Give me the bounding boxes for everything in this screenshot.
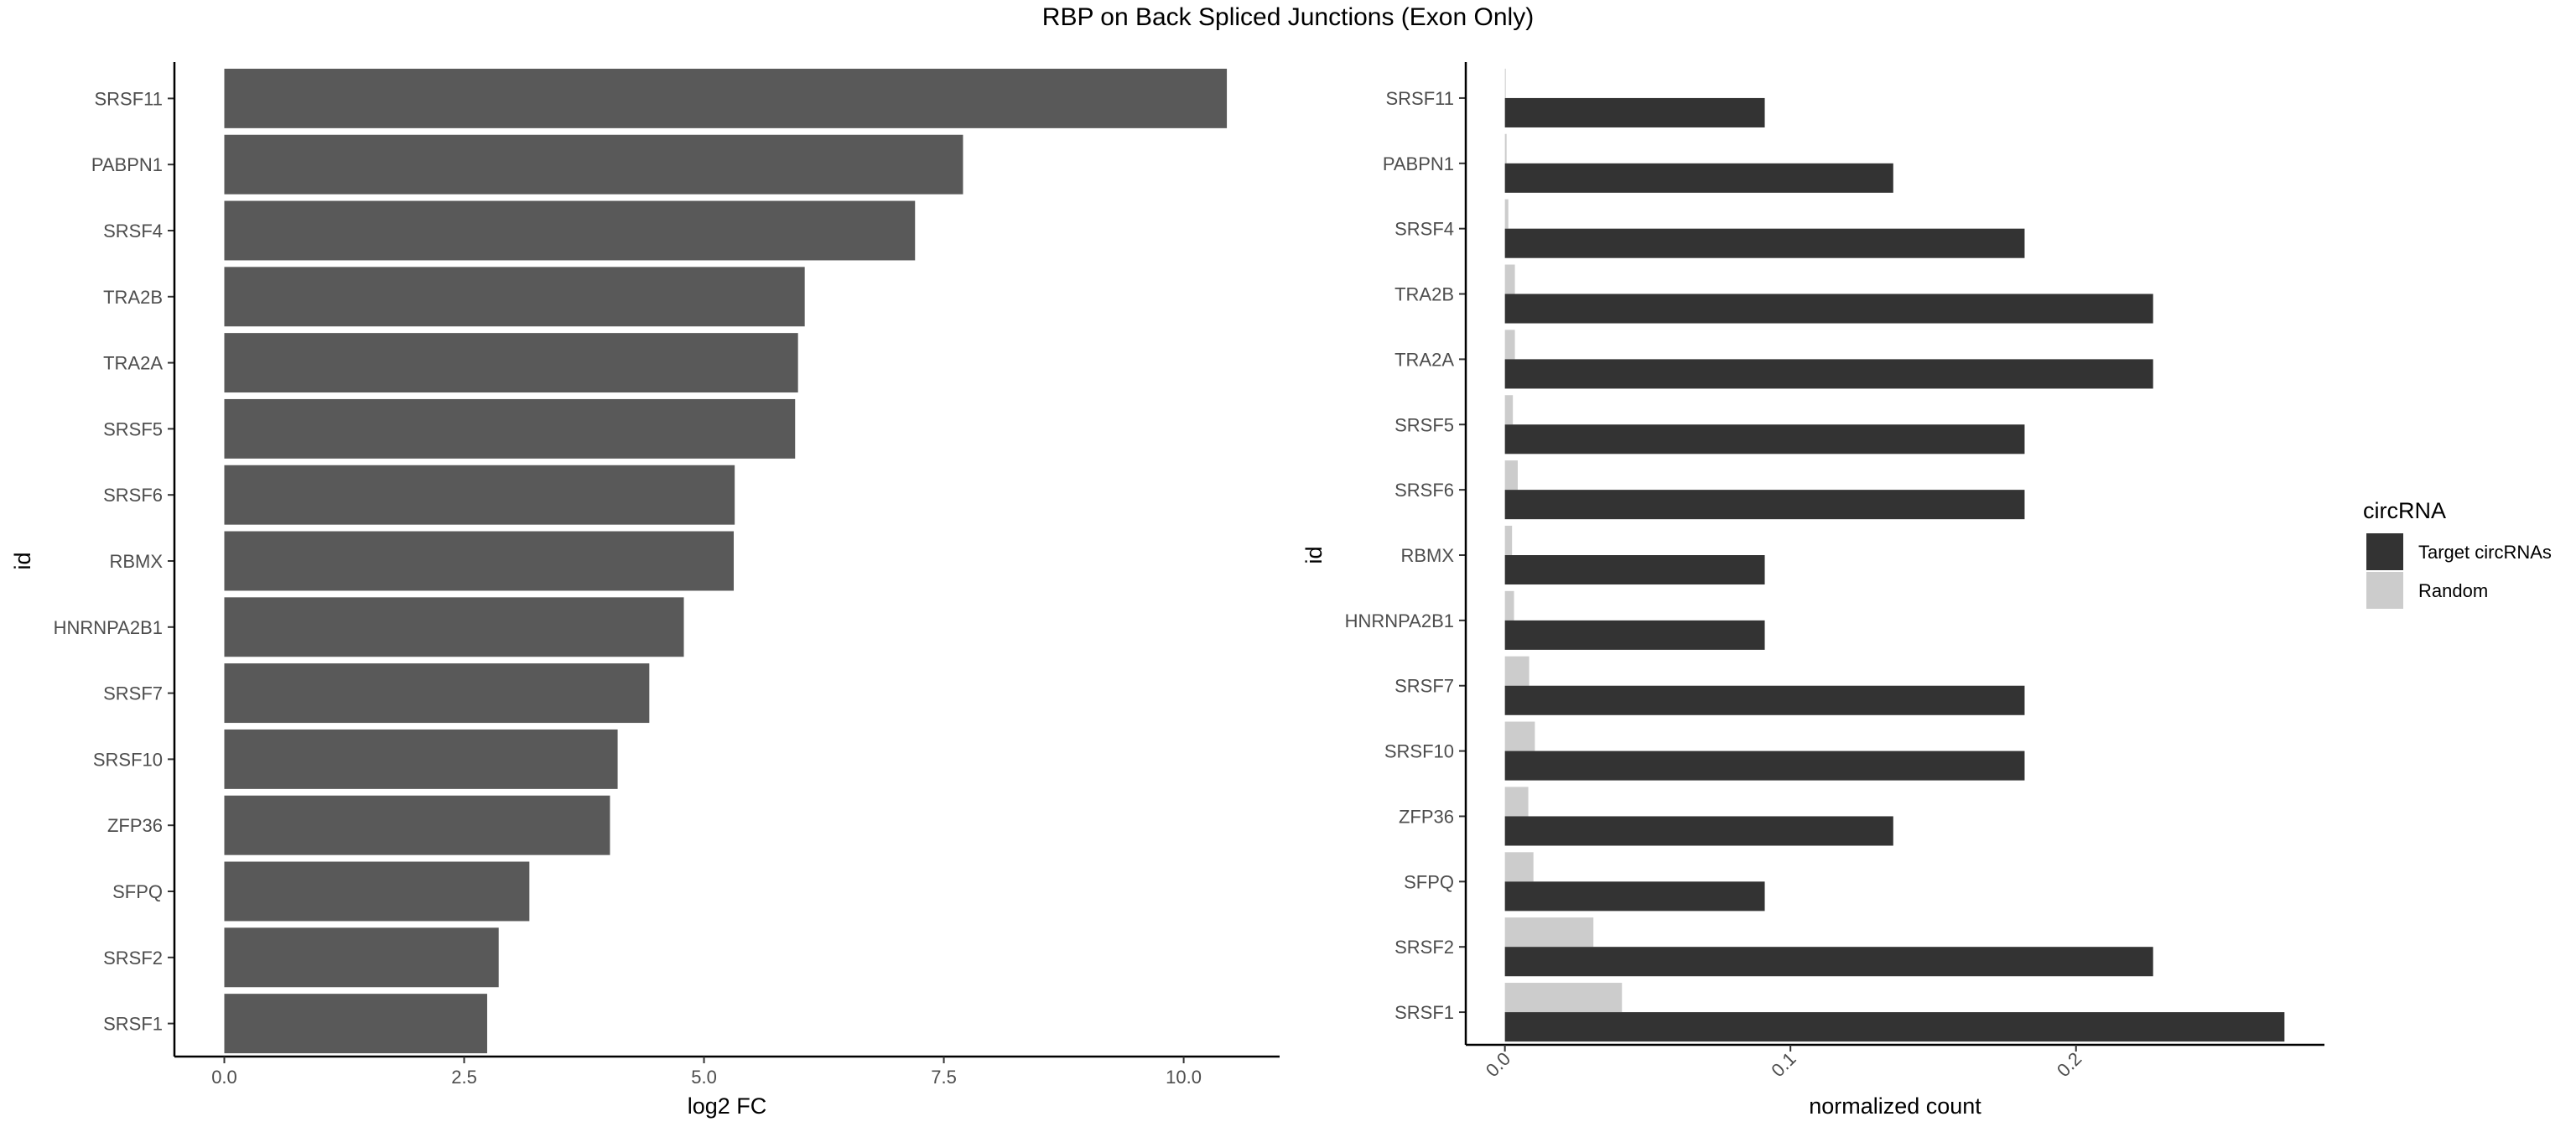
y-tick-label: PABPN1 xyxy=(91,154,163,175)
right-panel-normalized-count: SRSF11 PABPN1 SRSF4 TRA2B TRA2A SRSF5 SRSF6 RBM… xyxy=(1301,62,2324,1119)
bar-log2fc-srsf1 xyxy=(224,994,487,1054)
bar-log2fc-zfp36 xyxy=(224,795,610,855)
y-tick-label: SRSF4 xyxy=(1394,219,1454,240)
y-tick-label: HNRNPA2B1 xyxy=(54,617,163,638)
bar-random-zfp36 xyxy=(1504,787,1529,817)
y-tick-label: RBMX xyxy=(1400,545,1454,566)
y-tick-label: SRSF6 xyxy=(103,485,163,506)
y-tick-label: SRSF2 xyxy=(1394,937,1454,958)
x-tick-label: 0.0 xyxy=(1482,1048,1514,1081)
bar-target-rbmx xyxy=(1504,555,1765,585)
bar-target-zfp36 xyxy=(1504,816,1893,846)
bar-target-hnrnpa2b1 xyxy=(1504,620,1765,650)
y-tick-label: SRSF2 xyxy=(103,948,163,969)
y-tick-label: SRSF6 xyxy=(1394,480,1454,501)
bar-target-srsf11 xyxy=(1504,97,1765,127)
x-axis-title: log2 FC xyxy=(688,1093,767,1119)
bar-random-tra2a xyxy=(1504,330,1515,360)
bar-target-pabpn1 xyxy=(1504,163,1893,193)
bar-random-srsf4 xyxy=(1504,199,1509,229)
bar-target-sfpq xyxy=(1504,881,1765,911)
y-tick-label: ZFP36 xyxy=(107,815,163,836)
bar-log2fc-sfpq xyxy=(224,861,530,922)
bar-log2fc-srsf7 xyxy=(224,663,650,724)
x-tick-label: 7.5 xyxy=(931,1067,957,1088)
bar-log2fc-srsf10 xyxy=(224,729,618,789)
bar-target-srsf5 xyxy=(1504,424,2025,454)
bar-log2fc-pabpn1 xyxy=(224,134,963,195)
bar-random-srsf6 xyxy=(1504,460,1518,491)
y-tick-label: PABPN1 xyxy=(1383,153,1454,174)
y-tick-label: SRSF10 xyxy=(93,749,163,770)
y-tick-label: SRSF1 xyxy=(1394,1002,1454,1023)
x-tick-label: 0.1 xyxy=(1767,1048,1800,1081)
bar-target-srsf10 xyxy=(1504,750,2025,781)
y-tick-label: SRSF7 xyxy=(103,683,163,704)
bar-target-srsf2 xyxy=(1504,947,2153,977)
bar-target-srsf6 xyxy=(1504,490,2025,520)
x-tick-label: 0.2 xyxy=(2053,1048,2085,1081)
y-tick-label: RBMX xyxy=(109,551,163,572)
y-tick-label: SRSF11 xyxy=(1385,88,1454,109)
y-axis-title: id xyxy=(1301,546,1327,564)
page-title: RBP on Back Spliced Junctions (Exon Only… xyxy=(1041,3,1535,31)
y-axis-title: id xyxy=(10,552,35,569)
legend-swatch-target-circrnas xyxy=(2366,533,2403,570)
y-tick-label: SRSF10 xyxy=(1384,741,1454,762)
x-tick-label: 10.0 xyxy=(1166,1067,1202,1088)
bar-random-srsf5 xyxy=(1504,395,1514,425)
x-tick-label: 0.0 xyxy=(211,1067,237,1088)
bar-random-srsf10 xyxy=(1504,721,1535,751)
y-tick-label: SRSF5 xyxy=(1394,414,1454,435)
bar-log2fc-srsf6 xyxy=(224,465,735,525)
bar-random-tra2b xyxy=(1504,264,1515,294)
bar-random-srsf7 xyxy=(1504,656,1530,686)
bar-random-srsf11 xyxy=(1504,68,1506,98)
legend-label-target-circrnas: Target circRNAs xyxy=(2418,542,2552,563)
legend-label-random: Random xyxy=(2418,580,2488,601)
y-tick-label: TRA2A xyxy=(103,353,163,374)
bar-log2fc-tra2b xyxy=(224,267,805,327)
x-axis-title: normalized count xyxy=(1809,1093,1981,1119)
left-panel-log2fc: SRSF11 PABPN1 SRSF4 TRA2B TRA2A SRSF5 SRSF6 RBM… xyxy=(10,62,1280,1119)
y-tick-label: TRA2B xyxy=(103,287,163,308)
bar-random-rbmx xyxy=(1504,525,1513,555)
bar-random-pabpn1 xyxy=(1504,133,1507,164)
bar-log2fc-hnrnpa2b1 xyxy=(224,597,684,657)
y-tick-label: SRSF11 xyxy=(94,88,163,109)
legend-swatch-random xyxy=(2366,572,2403,609)
y-tick-label: SRSF1 xyxy=(103,1014,163,1035)
bar-random-sfpq xyxy=(1504,852,1534,882)
bar-log2fc-tra2a xyxy=(224,333,798,393)
y-tick-label: HNRNPA2B1 xyxy=(1345,610,1454,631)
y-tick-label: SRSF7 xyxy=(1394,676,1454,697)
bar-target-srsf7 xyxy=(1504,685,2025,715)
y-tick-label: SRSF5 xyxy=(103,418,163,439)
legend: circRNA Target circRNAs Random xyxy=(2363,498,2552,609)
bar-target-tra2b xyxy=(1504,293,2153,324)
y-tick-label: TRA2A xyxy=(1394,349,1454,370)
bar-target-srsf1 xyxy=(1504,1012,2285,1042)
bar-log2fc-srsf4 xyxy=(224,200,916,261)
bar-target-tra2a xyxy=(1504,359,2153,389)
bar-log2fc-srsf2 xyxy=(224,927,499,988)
bar-target-srsf4 xyxy=(1504,228,2025,258)
bar-log2fc-rbmx xyxy=(224,531,735,591)
y-tick-label: SRSF4 xyxy=(103,221,163,242)
bar-random-srsf2 xyxy=(1504,917,1594,948)
x-tick-label: 2.5 xyxy=(451,1067,477,1088)
y-tick-label: TRA2B xyxy=(1394,284,1454,305)
y-tick-label: SFPQ xyxy=(112,881,163,902)
bar-log2fc-srsf5 xyxy=(224,398,796,459)
bar-log2fc-srsf11 xyxy=(224,68,1228,128)
y-tick-label: SFPQ xyxy=(1404,871,1454,892)
bar-random-hnrnpa2b1 xyxy=(1504,590,1514,621)
x-tick-label: 5.0 xyxy=(691,1067,717,1088)
legend-title: circRNA xyxy=(2363,498,2446,523)
y-tick-label: ZFP36 xyxy=(1399,806,1454,827)
bar-random-srsf1 xyxy=(1504,983,1623,1013)
